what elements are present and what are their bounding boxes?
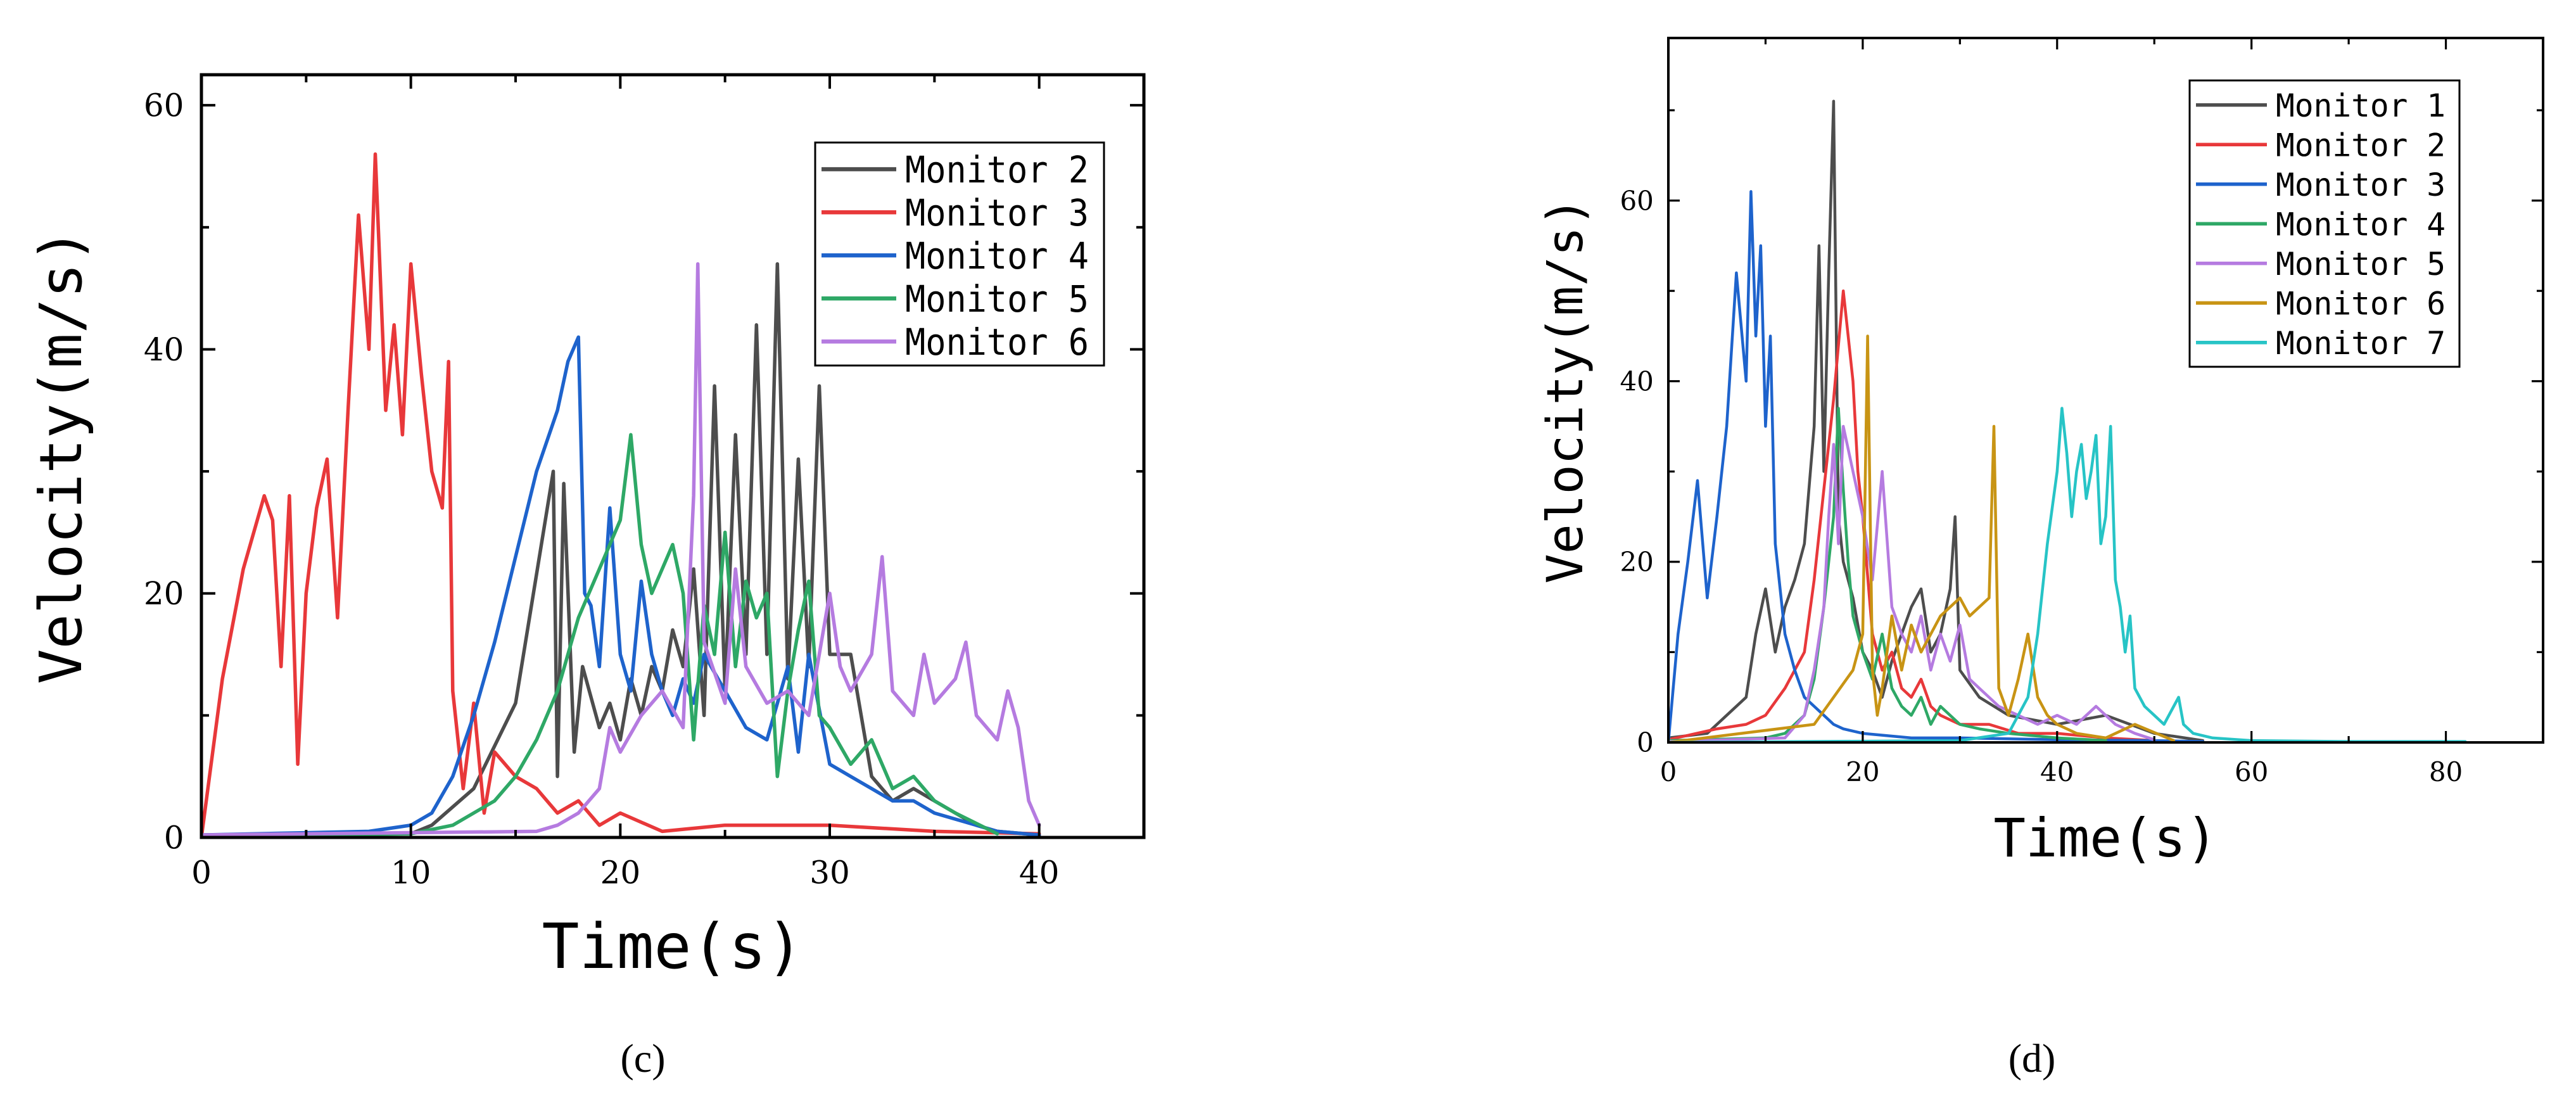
- legend-label: Monitor 3: [2276, 167, 2446, 203]
- y-tick-label: 40: [144, 331, 184, 368]
- panel-label: (d): [2008, 1036, 2056, 1081]
- x-tick-label: 60: [2235, 756, 2268, 787]
- chart-panel-c: 0 10 20 30 40 0 20 40 60 Time(s) Velocity(m/s) Moni…: [27, 73, 1146, 1081]
- x-axis-title: Time(s): [542, 911, 803, 983]
- y-tick-label: 40: [1620, 366, 1653, 397]
- legend-label: Monitor 1: [2276, 87, 2446, 124]
- series-line-monitor-3: [201, 152, 1041, 837]
- legend-label: Monitor 6: [905, 321, 1089, 364]
- y-tick-label: 0: [164, 820, 184, 856]
- y-axis-title: Velocity(m/s): [27, 228, 95, 684]
- y-tick-label: 20: [144, 575, 184, 612]
- x-tick-label: 80: [2429, 756, 2463, 787]
- legend-label: Monitor 4: [2276, 206, 2446, 243]
- legend-label: Monitor 4: [905, 234, 1089, 277]
- series-line-monitor-4: [1668, 407, 2107, 742]
- x-tick-label: 40: [2040, 756, 2074, 787]
- series-line-monitor-6: [1668, 334, 2176, 742]
- y-tick-label: 0: [1637, 727, 1654, 758]
- legend-label: Monitor 2: [2276, 127, 2446, 163]
- x-tick-label: 0: [191, 855, 212, 891]
- x-tick-label: 20: [600, 855, 641, 891]
- x-tick-label: 30: [809, 855, 850, 891]
- series-line-monitor-5: [1668, 424, 2156, 742]
- chart-panel-d: 0 20 40 60 80 0 20 40 60 Time(s) Velocity(m/s) Moni…: [1537, 37, 2544, 1081]
- series-line-monitor-2: [201, 262, 1041, 837]
- series-line-monitor-3: [1668, 190, 2205, 742]
- x-tick-label: 40: [1019, 855, 1060, 891]
- legend-label: Monitor 5: [2276, 246, 2446, 283]
- y-tick-label: 60: [1620, 185, 1653, 216]
- legend-label: Monitor 6: [2276, 285, 2446, 322]
- legend-label: Monitor 2: [905, 148, 1089, 191]
- y-tick-label: 20: [1620, 547, 1653, 578]
- series-group: [201, 152, 1041, 837]
- plot-frame: [200, 73, 1146, 839]
- series-line-monitor-5: [201, 433, 999, 837]
- series-line-monitor-7: [1668, 407, 2467, 742]
- panel-label: (c): [620, 1036, 665, 1081]
- plot-frame: [1667, 37, 2544, 744]
- x-axis-title: Time(s): [1993, 807, 2218, 869]
- x-tick-label: 20: [1846, 756, 1879, 787]
- series-line-monitor-2: [1668, 289, 2156, 742]
- x-tick-label: 10: [391, 855, 431, 891]
- y-axis-title: Velocity(m/s): [1537, 197, 1594, 583]
- legend-label: Monitor 7: [2276, 325, 2446, 362]
- series-line-monitor-1: [1668, 99, 2205, 742]
- y-tick-label: 60: [144, 87, 184, 124]
- series-line-monitor-4: [201, 335, 1041, 837]
- series-group: [1668, 99, 2467, 742]
- legend-label: Monitor 5: [905, 277, 1089, 321]
- legend-label: Monitor 3: [905, 191, 1089, 234]
- series-line-monitor-6: [201, 262, 1041, 837]
- x-tick-label: 0: [1660, 756, 1677, 787]
